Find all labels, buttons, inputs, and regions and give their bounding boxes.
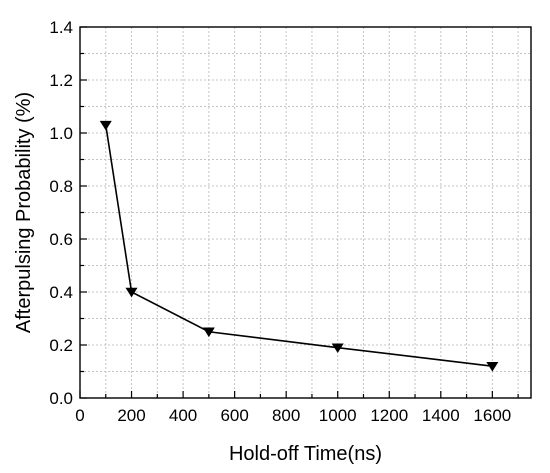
grid-layer — [80, 27, 531, 398]
series-line — [104, 124, 493, 367]
y-tick-label: 1.2 — [49, 71, 73, 90]
data-point-marker — [202, 327, 215, 338]
x-tick-label: 600 — [220, 406, 248, 425]
data-point-marker — [125, 287, 138, 298]
y-tick-label: 0.4 — [49, 283, 73, 302]
x-tick-label: 0 — [75, 406, 84, 425]
y-tick-label: 0.8 — [49, 177, 73, 196]
y-tick-label: 1.0 — [49, 124, 73, 143]
x-tick-label: 400 — [169, 406, 197, 425]
series-layer — [99, 120, 499, 372]
y-axis-title: Afterpulsing Probability (%) — [13, 92, 35, 333]
x-tick-label: 1400 — [422, 406, 460, 425]
ticks-layer — [79, 26, 519, 399]
x-tick-label: 1000 — [319, 406, 357, 425]
y-tick-label: 0.6 — [49, 230, 73, 249]
x-tick-label: 1600 — [473, 406, 511, 425]
x-tick-label: 200 — [117, 406, 145, 425]
y-tick-label: 0.2 — [49, 336, 73, 355]
tick-labels: 0 200 400 600 800 1000 1200 1400 1600 0.0 0.2 0.4 0.… — [49, 18, 511, 425]
data-point-marker — [331, 343, 344, 354]
y-tick-label: 0.0 — [49, 389, 73, 408]
x-tick-label: 1200 — [370, 406, 408, 425]
x-tick-label: 800 — [272, 406, 300, 425]
x-axis-title: Hold-off Time(ns) — [229, 443, 382, 465]
y-tick-label: 1.4 — [49, 18, 73, 37]
data-point-marker — [486, 362, 499, 372]
data-point-marker — [99, 120, 112, 131]
